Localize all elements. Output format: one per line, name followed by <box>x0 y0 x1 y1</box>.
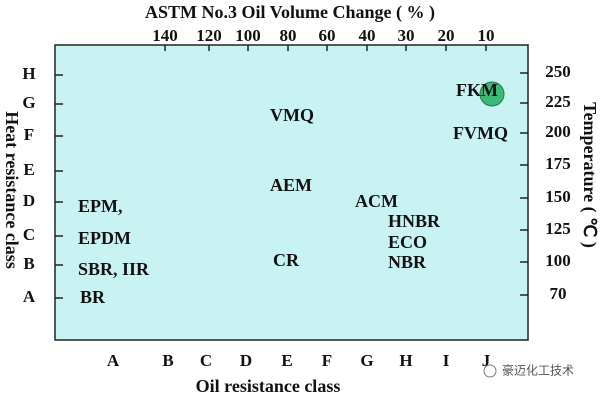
right-tick-label: 250 <box>545 62 571 81</box>
left-tick-label: F <box>24 125 34 144</box>
right-tick-label: 150 <box>545 187 571 206</box>
top-tick-label: 40 <box>359 26 376 45</box>
material-label: VMQ <box>270 105 314 125</box>
material-label: NBR <box>388 252 427 272</box>
bottom-tick-label: F <box>322 351 332 370</box>
material-label: ECO <box>388 232 427 252</box>
top-tick-label: 80 <box>280 26 297 45</box>
top-axis-title: ASTM No.3 Oil Volume Change ( % ) <box>145 2 435 23</box>
left-tick-label: A <box>23 287 36 306</box>
left-axis-title: Heat resistance class <box>2 111 22 269</box>
right-tick-label: 175 <box>545 154 571 173</box>
left-tick-label: H <box>22 64 35 83</box>
top-tick-label: 30 <box>398 26 415 45</box>
material-label: BR <box>80 287 106 307</box>
material-label: FKM <box>456 80 498 100</box>
top-tick-label: 60 <box>319 26 336 45</box>
right-tick-label: 70 <box>550 284 567 303</box>
bottom-tick-label: B <box>162 351 173 370</box>
material-label: SBR, IIR <box>78 259 150 279</box>
material-label: ACM <box>355 191 398 211</box>
plot-area <box>54 44 529 341</box>
bottom-tick-label: G <box>360 351 373 370</box>
right-tick-label: 125 <box>545 219 571 238</box>
left-tick-label: G <box>22 93 35 112</box>
left-tick-label: E <box>23 160 34 179</box>
bottom-tick-label: J <box>482 351 491 370</box>
bottom-tick-label: H <box>399 351 412 370</box>
right-tick-label: 200 <box>545 122 571 141</box>
top-tick-label: 120 <box>196 26 222 45</box>
watermark-icon <box>483 364 497 378</box>
bottom-axis-title: Oil resistance class <box>196 376 341 396</box>
top-tick-label: 100 <box>235 26 261 45</box>
fkm-highlight <box>479 81 505 107</box>
material-label: AEM <box>270 175 312 195</box>
material-label: EPM, <box>78 196 123 216</box>
left-tick-label: C <box>23 225 35 244</box>
left-tick-label: B <box>23 254 34 273</box>
bottom-tick-label: C <box>200 351 212 370</box>
bottom-tick-label: A <box>107 351 120 370</box>
material-label: HNBR <box>388 211 441 231</box>
right-axis-title: Temperature ( ℃ ) <box>579 102 600 248</box>
top-tick-label: 20 <box>438 26 455 45</box>
top-tick-label: 10 <box>478 26 495 45</box>
left-tick-label: D <box>23 191 35 210</box>
material-label: FVMQ <box>453 123 508 143</box>
top-tick-label: 140 <box>152 26 178 45</box>
material-label: EPDM <box>78 228 131 248</box>
right-tick-label: 100 <box>545 251 571 270</box>
bottom-tick-label: D <box>240 351 252 370</box>
material-label: CR <box>273 250 300 270</box>
bottom-tick-label: I <box>443 351 450 370</box>
right-tick-label: 225 <box>545 92 571 111</box>
watermark: 豪迈化工技术 <box>502 363 574 378</box>
bottom-tick-label: E <box>281 351 292 370</box>
